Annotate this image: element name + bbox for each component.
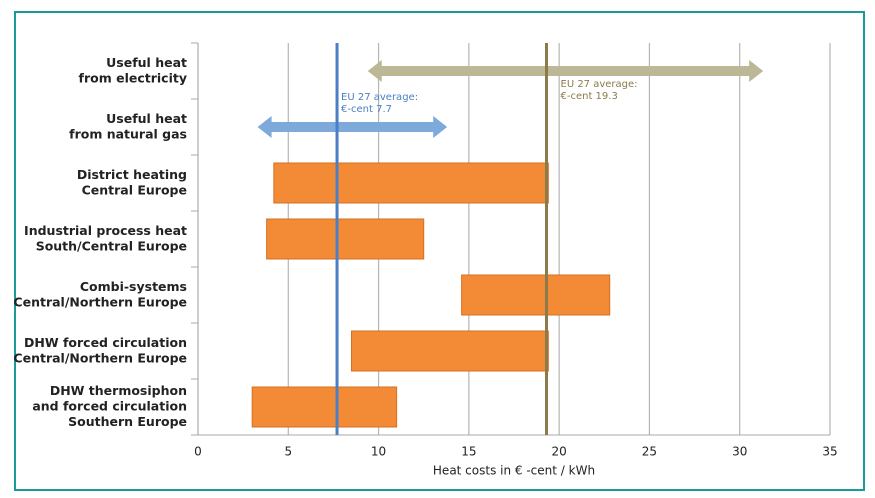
x-tick-label: 30: [732, 445, 747, 459]
category-label: from natural gas: [69, 126, 187, 141]
reference-label: EU 27 average:: [341, 92, 418, 103]
x-tick-label: 35: [822, 445, 837, 459]
reference-label: €-cent 7.7: [341, 104, 392, 115]
x-axis-label: Heat costs in € -cent / kWh: [433, 464, 595, 478]
range-bar: [266, 218, 425, 260]
category-label: and forced circulation: [32, 399, 187, 414]
x-tick-label: 5: [284, 445, 292, 459]
category-label: Central/Northern Europe: [13, 294, 187, 309]
category-label: DHW thermosiphon: [50, 383, 187, 398]
reference-label: EU 27 average:: [561, 79, 638, 90]
x-tick-label: 10: [371, 445, 386, 459]
x-tick-label: 25: [642, 445, 657, 459]
reference-label: €-cent 19.3: [561, 91, 618, 102]
category-label: Central/Northern Europe: [13, 350, 187, 365]
frame: [14, 11, 865, 491]
category-label: Industrial process heat: [24, 223, 187, 238]
range-arrow: [367, 60, 764, 82]
x-tick-label: 20: [552, 445, 567, 459]
range-bar: [350, 330, 549, 372]
category-label: Southern Europe: [68, 414, 187, 429]
category-label: Useful heat: [106, 55, 187, 70]
category-label: DHW forced circulation: [24, 335, 187, 350]
range-bar: [461, 274, 611, 316]
category-label: Useful heat: [106, 111, 187, 126]
category-label: Central Europe: [82, 182, 187, 197]
range-bar: [251, 386, 398, 428]
category-label: South/Central Europe: [36, 238, 187, 253]
category-label: Combi-systems: [80, 279, 187, 294]
range-bar: [273, 162, 549, 204]
x-tick-label: 0: [194, 445, 202, 459]
range-arrow: [257, 116, 448, 138]
x-tick-label: 15: [461, 445, 476, 459]
category-label: District heating: [77, 167, 187, 182]
category-label: from electricity: [79, 70, 187, 85]
